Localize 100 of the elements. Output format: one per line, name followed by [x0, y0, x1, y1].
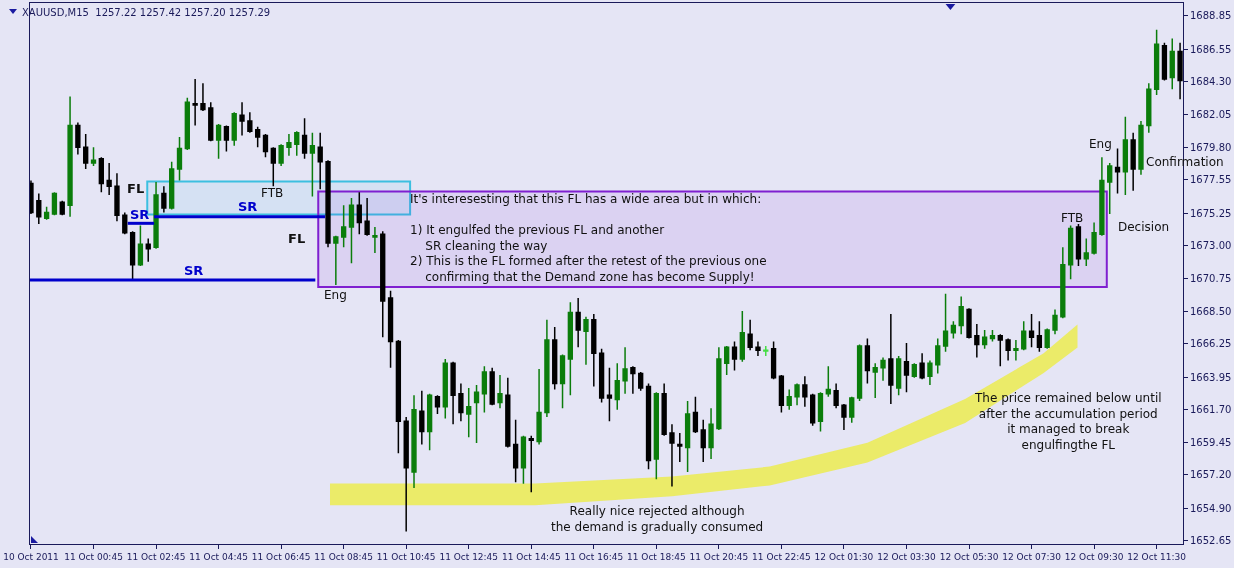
- candlestick: [645, 382, 652, 470]
- candlestick: [114, 172, 120, 222]
- candlestick: [661, 382, 667, 437]
- candlestick: [731, 340, 738, 372]
- candlestick: [43, 205, 50, 221]
- x-tick-label: 11 Oct 18:45: [626, 551, 686, 562]
- candlestick: [90, 146, 97, 167]
- candlestick: [364, 197, 370, 237]
- x-tick-label: 11 Oct 14:45: [501, 551, 561, 562]
- candlestick: [192, 78, 198, 127]
- candlestick: [966, 307, 972, 340]
- x-tick-label: 11 Oct 08:45: [314, 551, 373, 562]
- candlestick: [450, 361, 456, 425]
- candlestick: [638, 371, 644, 392]
- candlestick: [145, 237, 151, 263]
- candlestick: [802, 375, 808, 408]
- annotation: Decision: [1118, 220, 1170, 234]
- candlestick: [856, 343, 863, 402]
- annotation: Really nice rejected although the demand is gradually consumed: [551, 504, 764, 534]
- y-tick-label: 1652.65: [1190, 535, 1232, 547]
- candlestick: [231, 111, 237, 147]
- candlestick: [59, 200, 65, 217]
- candlestick: [333, 234, 339, 286]
- candlestick: [387, 290, 394, 369]
- x-tick-label: 11 Oct 06:45: [251, 551, 311, 562]
- y-tick-label: 1663.95: [1190, 371, 1232, 383]
- candlestick: [215, 123, 222, 160]
- candlestick: [411, 394, 417, 489]
- candlestick: [1138, 120, 1144, 176]
- candlestick: [286, 133, 292, 157]
- candlestick: [1036, 320, 1043, 353]
- candlestick: [1021, 320, 1027, 351]
- candlestick: [137, 224, 144, 267]
- candlestick: [1153, 28, 1160, 96]
- candlestick: [1169, 37, 1175, 90]
- y-tick-label: 1654.90: [1190, 502, 1232, 514]
- annotation: FTB: [261, 186, 284, 200]
- ref-line-label: SR: [184, 263, 204, 278]
- candlestick: [301, 117, 308, 160]
- candlestick: [520, 435, 527, 485]
- x-tick-label: 11 Oct 12:45: [439, 551, 499, 562]
- candlestick: [67, 95, 73, 218]
- candlestick: [278, 143, 284, 167]
- candlestick: [1067, 224, 1074, 280]
- candlestick: [1107, 162, 1113, 215]
- x-tick-label: 11 Oct 02:45: [126, 551, 186, 562]
- y-tick-label: 1679.80: [1190, 141, 1232, 153]
- x-tick-label: 10 Oct 2011: [3, 551, 59, 562]
- candlestick: [395, 339, 402, 454]
- candlestick: [895, 355, 902, 396]
- candlestick: [747, 319, 753, 351]
- annotation: Eng: [1089, 137, 1112, 151]
- y-tick-label: 1661.70: [1190, 404, 1232, 416]
- candlestick: [262, 133, 269, 159]
- annotation: FTB: [1061, 211, 1084, 225]
- x-tick-label: 11 Oct 00:45: [64, 551, 123, 562]
- candlestick: [817, 391, 824, 433]
- candlestick: [614, 362, 620, 411]
- candlestick: [724, 345, 730, 376]
- x-tick-label: 12 Oct 01:30: [814, 551, 874, 562]
- candlestick: [442, 358, 448, 420]
- candlestick: [684, 400, 691, 473]
- candlestick: [810, 392, 816, 427]
- candlestick: [763, 345, 769, 357]
- candlestick: [1005, 337, 1011, 362]
- candlestick: [505, 377, 511, 449]
- candlestick: [153, 181, 159, 250]
- x-tick-label: 11 Oct 10:45: [376, 551, 436, 562]
- candlestick: [606, 366, 613, 423]
- candlestick: [559, 353, 566, 409]
- annotation: The price remained below until after the accumulation period it managed to break engulfingthe FL: [974, 391, 1162, 452]
- candlestick: [872, 362, 878, 399]
- candlestick: [255, 126, 261, 148]
- candlestick: [176, 136, 183, 182]
- candlestick: [1114, 147, 1121, 195]
- y-tick-label: 1657.20: [1190, 469, 1232, 481]
- candlestick: [75, 121, 81, 156]
- candlestick: [122, 211, 128, 235]
- candlestick: [512, 419, 519, 483]
- candlestick: [1044, 327, 1050, 350]
- y-tick-label: 1666.25: [1190, 338, 1232, 350]
- ref-line-label: SR: [238, 199, 258, 214]
- candlestick: [1122, 115, 1129, 196]
- candlestick: [950, 320, 957, 340]
- candlestick: [786, 388, 792, 411]
- candlestick: [340, 204, 347, 248]
- candlestick: [317, 131, 323, 190]
- candlestick: [849, 395, 855, 424]
- candlestick: [903, 342, 910, 394]
- annotation: Eng: [324, 288, 347, 302]
- candlestick: [497, 374, 503, 409]
- candlestick: [997, 333, 1003, 367]
- candlestick: [919, 352, 925, 380]
- y-tick-label: 1659.45: [1190, 436, 1232, 448]
- annotation: FL: [288, 231, 306, 246]
- candlestick: [223, 124, 230, 153]
- candlestick: [434, 394, 441, 415]
- candlestick: [294, 130, 300, 157]
- x-tick-label: 11 Oct 22:45: [752, 551, 811, 562]
- candlestick: [466, 387, 472, 438]
